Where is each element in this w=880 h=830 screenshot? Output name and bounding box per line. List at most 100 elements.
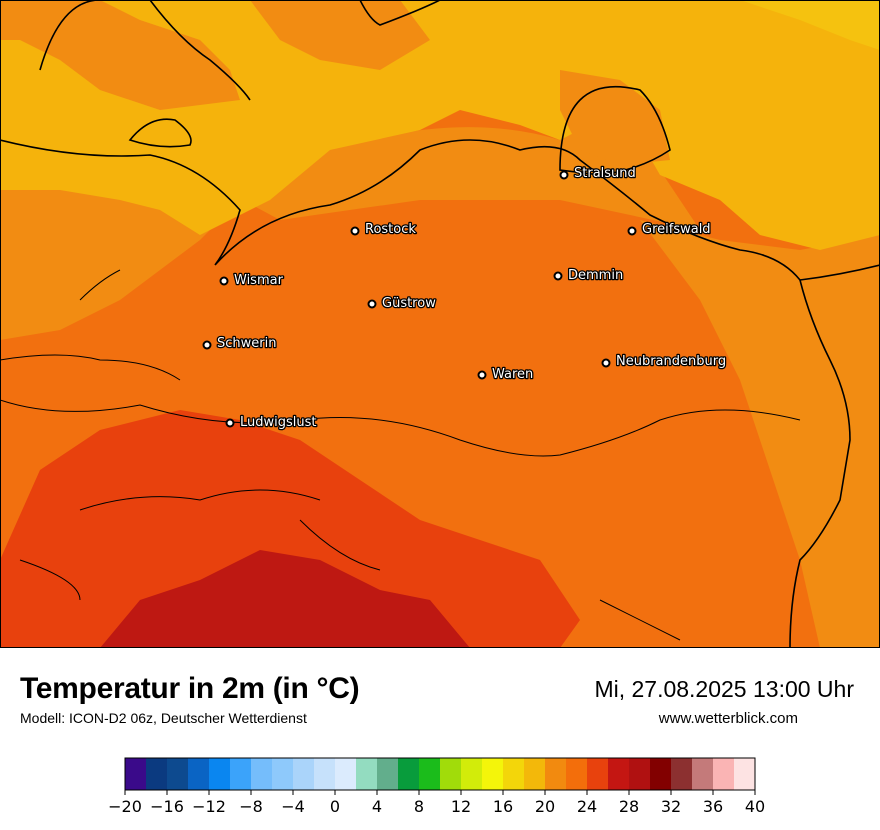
city-label: Güstrow: [382, 296, 436, 311]
city-dot: [202, 340, 212, 350]
island-outline-4: [359, 0, 441, 26]
city-label: Schwerin: [217, 336, 276, 351]
colorbar-swatch: [272, 758, 294, 790]
colorbar-tick-label: −12: [192, 797, 226, 816]
colorbar-ticks: −20 −16 −12 −8 −4 0 4 8 12 16 20 24 28 32 36 40: [108, 790, 765, 816]
colorbar-swatch: [629, 758, 651, 790]
colorbar-swatch: [503, 758, 525, 790]
colorbar-swatch: [692, 758, 714, 790]
field-20-22-islands: [0, 0, 240, 110]
footer: Temperatur in 2m (in °C) Modell: ICON-D2…: [0, 648, 880, 830]
colorbar-swatch: [713, 758, 735, 790]
colorbar-swatch: [377, 758, 399, 790]
city-dot: [367, 299, 377, 309]
island-outline-1: [559, 85, 671, 176]
city-wismar: Wismar: [219, 272, 285, 289]
border-east: [789, 279, 851, 648]
colorbar-swatches: [125, 758, 756, 790]
colorbar-swatch: [125, 758, 147, 790]
city-dot: [225, 418, 235, 428]
city-waren: Waren: [477, 366, 535, 383]
colorbar-swatch: [167, 758, 189, 790]
colorbar-swatch: [608, 758, 630, 790]
colorbar-swatch: [482, 758, 504, 790]
city-demmin: Demmin: [553, 267, 624, 284]
colorbar-tick-label: 24: [577, 797, 597, 816]
colorbar-swatch: [314, 758, 336, 790]
field-24-26: [0, 410, 580, 648]
forecast-datetime: Mi, 27.08.2025 13:00 Uhr: [594, 676, 854, 702]
colorbar-swatch: [545, 758, 567, 790]
island-outline-2: [128, 118, 192, 148]
colorbar-tick-label: 28: [619, 797, 639, 816]
colorbar-swatch: [398, 758, 420, 790]
colorbar-swatch: [566, 758, 588, 790]
model-info: Modell: ICON-D2 06z, Deutscher Wetterdie…: [20, 710, 307, 726]
city-label: Greifswald: [642, 222, 711, 237]
city-dot: [477, 370, 487, 380]
colorbar-tick-label: 0: [330, 797, 340, 816]
colorbar-swatch: [335, 758, 357, 790]
colorbar-swatch: [650, 758, 672, 790]
colorbar-swatch: [440, 758, 462, 790]
colorbar-legend: −20 −16 −12 −8 −4 0 4 8 12 16 20 24 28 32 36 40: [108, 757, 765, 816]
city-markers: Stralsund Rostock Greifswald Wismar Demm…: [202, 165, 727, 431]
field-20-22-east: [640, 220, 880, 648]
field-26-28: [100, 550, 470, 648]
colorbar-tick-label: 40: [745, 797, 765, 816]
city-rostock: Rostock: [350, 221, 418, 238]
city-greifswald: Greifswald: [627, 221, 712, 238]
colorbar-tick-label: 20: [535, 797, 555, 816]
city-label: Neubrandenburg: [616, 354, 726, 369]
colorbar-tick-label: 32: [661, 797, 681, 816]
colorbar-tick-label: −8: [239, 797, 263, 816]
colorbar-swatch: [293, 758, 315, 790]
colorbar-tick-label: 12: [451, 797, 471, 816]
city-label: Demmin: [568, 268, 623, 283]
colorbar-swatch: [356, 758, 378, 790]
field-16-18: [740, 0, 880, 50]
colorbar-swatch: [419, 758, 441, 790]
city-label: Waren: [492, 367, 533, 382]
colorbar-swatch: [734, 758, 756, 790]
city-schwerin: Schwerin: [202, 335, 278, 352]
colorbar-tick-label: 36: [703, 797, 723, 816]
colorbar-frame: [124, 757, 756, 791]
colorbar-swatch: [461, 758, 483, 790]
city-guestrow: Güstrow: [367, 295, 437, 312]
city-ludwigslust: Ludwigslust: [225, 414, 318, 431]
city-label: Stralsund: [574, 166, 636, 181]
border-south: [0, 399, 801, 641]
website-link[interactable]: www.wetterblick.com: [658, 710, 798, 727]
colorbar-swatch: [209, 758, 231, 790]
colorbar-swatch: [524, 758, 546, 790]
city-label: Wismar: [234, 273, 284, 288]
colorbar-swatch: [251, 758, 273, 790]
colorbar-tick-label: −20: [108, 797, 142, 816]
city-dot: [559, 170, 569, 180]
colorbar-tick-label: 8: [414, 797, 424, 816]
coastlines: [0, 0, 880, 648]
city-dot: [627, 226, 637, 236]
city-dot: [553, 271, 563, 281]
colorbar-swatch: [230, 758, 252, 790]
coastline-main: [0, 139, 880, 281]
city-label: Rostock: [365, 222, 416, 237]
city-stralsund: Stralsund: [559, 165, 637, 182]
field-20-22-island-2: [250, 0, 430, 70]
temperature-map: Stralsund Rostock Greifswald Wismar Demm…: [0, 0, 880, 648]
border-west: [0, 269, 181, 381]
city-dot: [601, 358, 611, 368]
colorbar-swatch: [671, 758, 693, 790]
map-title: Temperatur in 2m (in °C): [20, 672, 360, 705]
city-dot: [219, 276, 229, 286]
colorbar-tick-label: 16: [493, 797, 513, 816]
colorbar-tick-label: −4: [281, 797, 305, 816]
city-label: Ludwigslust: [240, 415, 317, 430]
colorbar-tick-label: 4: [372, 797, 382, 816]
city-dot: [350, 226, 360, 236]
colorbar-swatch: [188, 758, 210, 790]
colorbar-tick-label: −16: [150, 797, 184, 816]
colorbar-swatch: [587, 758, 609, 790]
city-neubrandenburg: Neubrandenburg: [601, 353, 727, 370]
